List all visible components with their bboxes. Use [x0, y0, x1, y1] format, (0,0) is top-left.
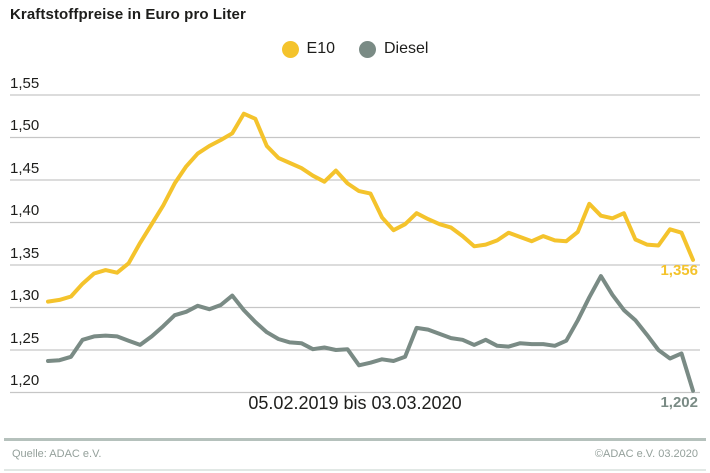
- copyright-label: ©ADAC e.V. 03.2020: [594, 448, 698, 460]
- legend-label-e10: E10: [306, 40, 335, 57]
- e10-end-value-label: 1,356: [660, 262, 698, 279]
- ytick-1-35: 1,35: [10, 245, 40, 262]
- legend-item-diesel: Diesel: [359, 40, 428, 58]
- legend-item-e10: E10: [281, 40, 335, 58]
- chart-legend: E10 Diesel: [0, 40, 710, 58]
- ytick-1-55: 1,55: [10, 75, 40, 92]
- ytick-1-20: 1,20: [10, 372, 40, 389]
- ytick-1-45: 1,45: [10, 160, 40, 177]
- source-label: Quelle: ADAC e.V.: [12, 448, 102, 460]
- x-axis-date-range-label: 05.02.2019 bis 03.03.2020: [248, 393, 462, 413]
- page-title: Kraftstoffpreise in Euro pro Liter: [10, 6, 246, 23]
- diesel-end-value-label: 1,202: [660, 394, 698, 411]
- ytick-1-40: 1,40: [10, 202, 40, 219]
- diesel-dot-icon: [359, 40, 376, 58]
- ytick-1-30: 1,30: [10, 287, 40, 304]
- e10-dot-icon: [281, 40, 299, 58]
- legend-label-diesel: Diesel: [384, 40, 429, 57]
- footer-divider: [4, 438, 706, 441]
- ytick-1-50: 1,50: [10, 117, 40, 134]
- ytick-1-25: 1,25: [10, 330, 40, 347]
- bottom-divider: [4, 469, 706, 471]
